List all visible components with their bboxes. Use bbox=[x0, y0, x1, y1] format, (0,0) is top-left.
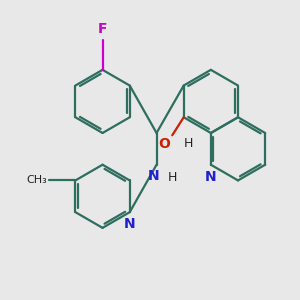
Text: N: N bbox=[148, 169, 159, 183]
Text: O: O bbox=[159, 137, 171, 151]
Text: H: H bbox=[168, 171, 177, 184]
Text: CH₃: CH₃ bbox=[27, 176, 48, 185]
Text: N: N bbox=[124, 217, 136, 231]
Text: F: F bbox=[98, 22, 107, 37]
Text: N: N bbox=[205, 169, 217, 184]
Text: H: H bbox=[184, 137, 193, 150]
